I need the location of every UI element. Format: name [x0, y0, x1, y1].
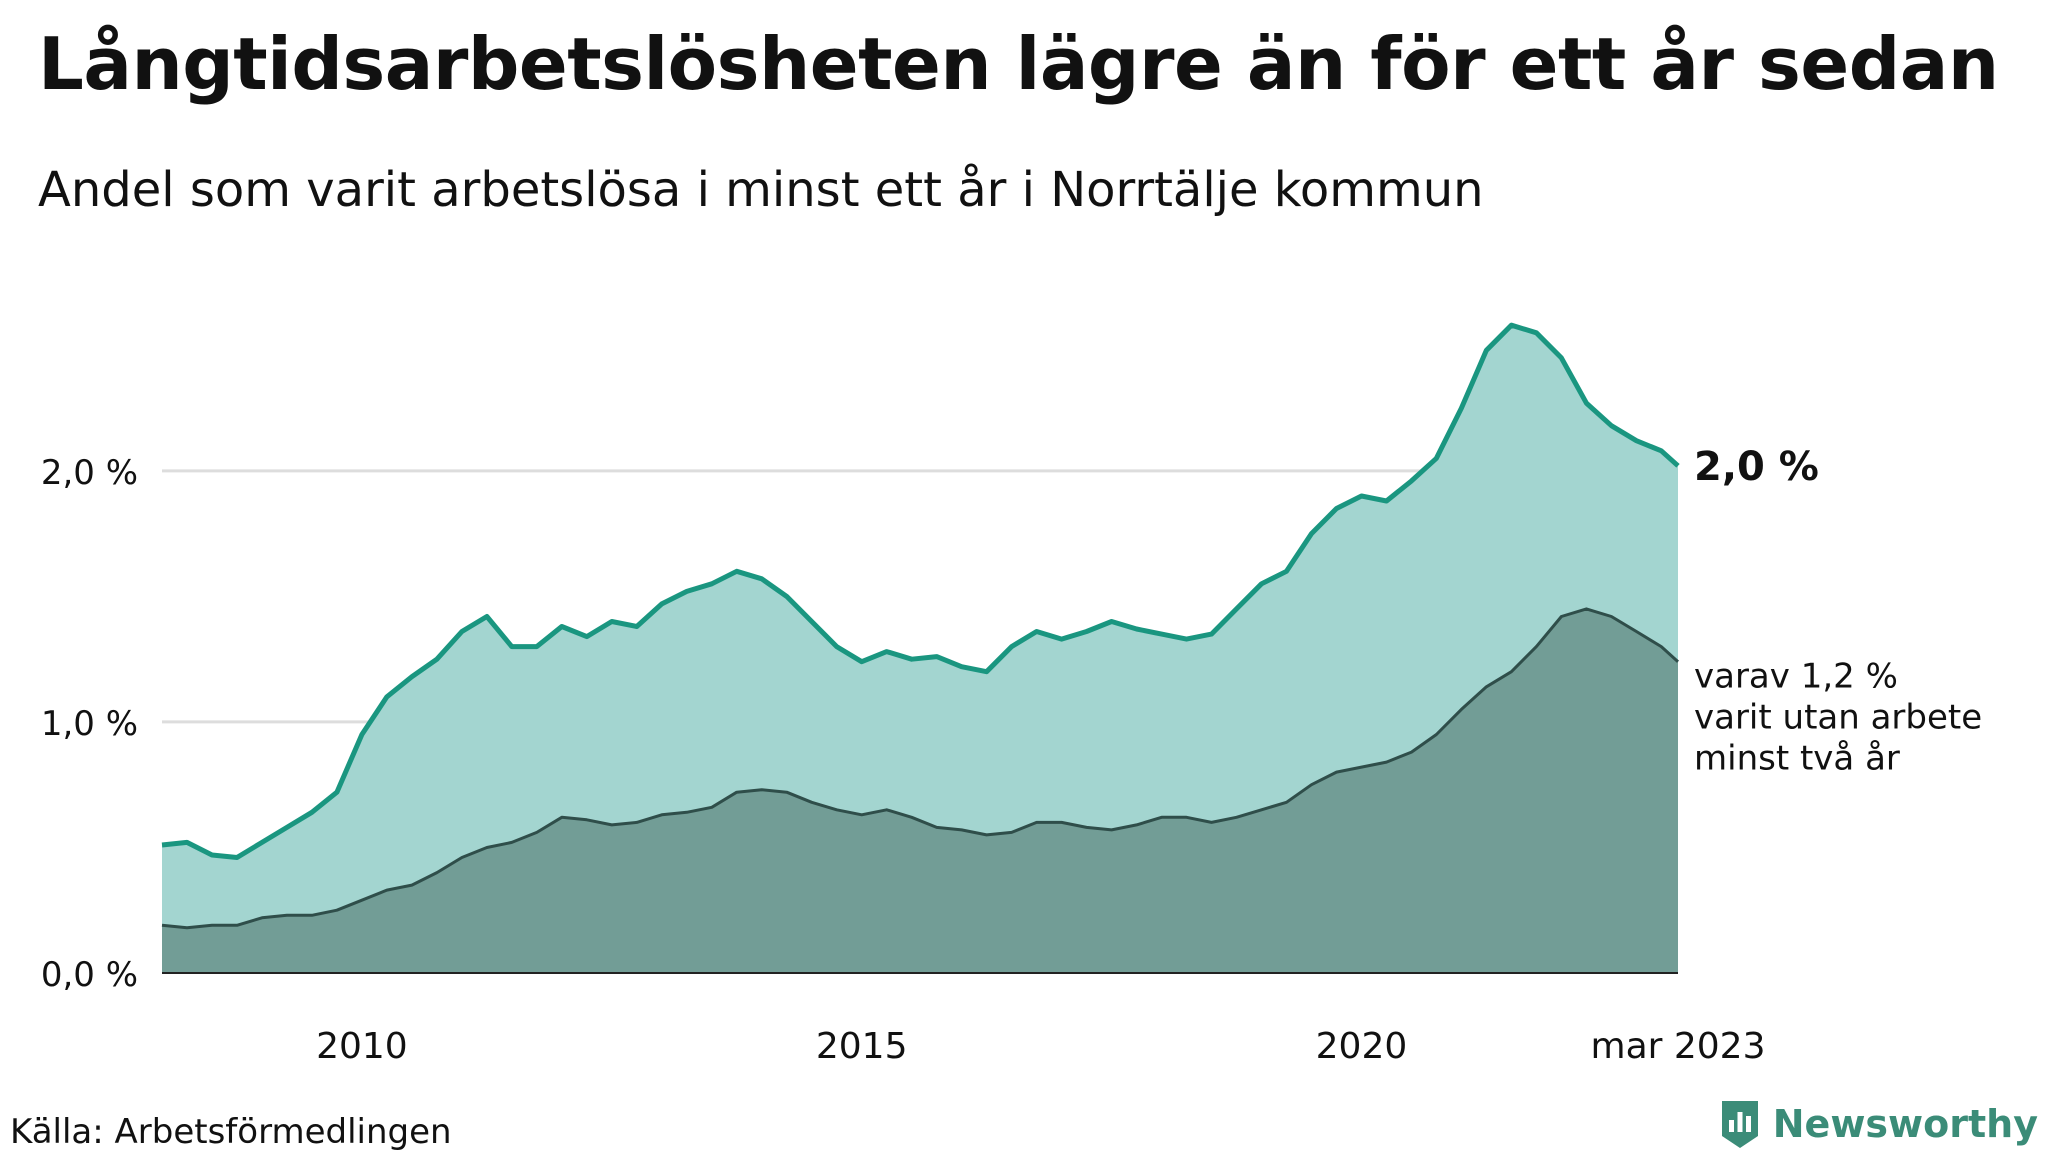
areas	[161, 322, 1680, 974]
x-tick-label: mar 2023	[1591, 1026, 1766, 1067]
x-tick-label: 2015	[816, 1026, 908, 1067]
long-term-line	[161, 607, 1680, 930]
long-term-area	[162, 608, 1678, 973]
chart-title: Långtidsarbetslösheten lägre än för ett …	[38, 22, 1999, 106]
x-tick-label: 2010	[316, 1026, 408, 1067]
x-axis-ticks: 2010 2015 2020 mar 2023	[316, 1026, 1765, 1067]
long-term-end-label-line: minst två år	[1694, 739, 1900, 779]
total-end-label: 2,0 %	[1694, 444, 1819, 490]
chart-subtitle: Andel som varit arbetslösa i minst ett å…	[38, 162, 1484, 218]
newsworthy-logo-text: Newsworthy	[1772, 1102, 2038, 1146]
newsworthy-logo-icon	[1721, 1101, 1758, 1148]
y-axis-ticks: 0,0 % 1,0 % 2,0 %	[41, 453, 138, 995]
source-note: Källa: Arbetsförmedlingen	[10, 1112, 452, 1152]
y-tick-label: 0,0 %	[41, 955, 138, 995]
long-term-end-label-line: varit utan arbete	[1694, 698, 1982, 738]
long-term-end-label-line: varav 1,2 %	[1694, 657, 1898, 697]
newsworthy-logo: Newsworthy	[1719, 1098, 2038, 1150]
y-tick-label: 2,0 %	[41, 453, 138, 493]
total-line	[161, 322, 1680, 860]
y-tick-label: 1,0 %	[41, 704, 138, 744]
x-tick-label: 2020	[1316, 1026, 1408, 1067]
